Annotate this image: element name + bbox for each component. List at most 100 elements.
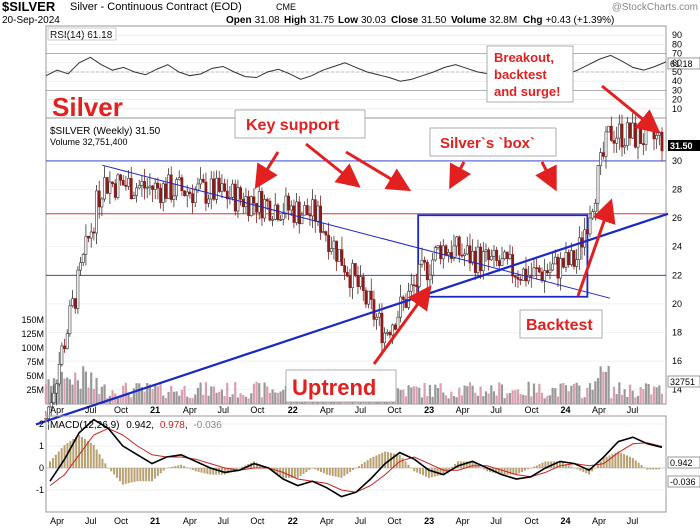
candle-body — [273, 204, 277, 220]
volume-bar — [583, 397, 586, 404]
price-x-label: Oct — [114, 405, 129, 415]
price-tick-label: 28 — [672, 185, 682, 195]
price-x-label: Jul — [218, 405, 230, 415]
price-x-label: Apr — [183, 405, 197, 415]
macd-hist-bar — [468, 461, 471, 468]
candle-body — [153, 182, 157, 190]
macd-hist-bar — [95, 449, 98, 468]
volume-bar — [210, 386, 213, 404]
macd-hist-bar — [637, 462, 640, 468]
volume-bar — [271, 389, 274, 404]
candle-body — [591, 211, 595, 219]
macd-hist-bar — [547, 461, 550, 468]
annotation-arrow — [601, 84, 661, 134]
candle-body — [284, 195, 288, 214]
volume-bar — [503, 398, 506, 404]
macd-hist-bar — [92, 444, 95, 468]
macd-x-label: 22 — [288, 516, 298, 526]
volume-tick-label: 125M — [21, 329, 44, 339]
volume-bar — [92, 388, 95, 404]
candle-body — [231, 183, 234, 198]
volume-bar — [239, 393, 242, 404]
volume-bar — [628, 384, 632, 404]
ohlc-chg: Chg +0.43 (+1.39%) — [523, 15, 614, 26]
macd-x-label: 23 — [424, 516, 434, 526]
box-callout-label: Silver`s `box` — [440, 135, 535, 152]
volume-bar — [436, 387, 440, 404]
volume-bar — [236, 397, 240, 404]
candle-body — [385, 332, 389, 334]
candle-body — [308, 214, 312, 217]
candle-body — [543, 270, 547, 281]
macd-hist-bar — [63, 444, 66, 468]
volume-tick-label: 100M — [21, 343, 44, 353]
ohlc-close: Close 31.50 — [391, 15, 447, 26]
macd-hist-bar — [334, 468, 337, 477]
macd-hist-bar — [75, 436, 78, 468]
candle-body — [191, 193, 194, 203]
macd-hist-bar — [194, 468, 197, 472]
candle-body — [657, 131, 661, 136]
candle-body — [436, 245, 440, 248]
breakout-line-2: backtest — [494, 67, 547, 82]
candle-body — [137, 185, 141, 189]
volume-bar — [100, 386, 103, 404]
macd-hist-bar — [203, 468, 206, 474]
macd-hist-bar — [244, 465, 247, 468]
ohlc-volume: Volume 32.8M — [451, 15, 517, 26]
candle-body — [100, 198, 104, 208]
volume-bar — [564, 385, 568, 404]
macd-hist-bar — [652, 468, 655, 470]
macd-hist-bar — [611, 454, 614, 468]
price-x-label: Jul — [627, 405, 639, 415]
macd-hist-bar — [375, 455, 378, 468]
candle-body — [489, 255, 493, 261]
candle-body — [479, 246, 483, 271]
candle-body — [113, 183, 117, 198]
candle-body — [561, 258, 565, 268]
macd-hist-bar — [255, 462, 258, 468]
candle-body — [47, 406, 50, 419]
ohlc-value: 31.08 — [255, 15, 280, 26]
volume-bar — [658, 385, 661, 404]
volume-bar — [636, 395, 640, 404]
volume-bar — [180, 389, 184, 404]
volume-bar — [634, 397, 637, 404]
candle-body — [601, 152, 605, 157]
candle-body — [625, 122, 629, 147]
volume-bar — [594, 381, 597, 404]
macd-hist-bar — [343, 468, 346, 476]
candle-body — [399, 296, 403, 318]
volume-bar — [199, 382, 202, 404]
ohlc-low: Low 30.03 — [338, 15, 386, 26]
volume-bar — [527, 381, 530, 404]
price-badge-text: 31.50 — [670, 141, 693, 151]
volume-bar — [599, 366, 602, 404]
macd-hist-bar — [430, 468, 433, 478]
volume-bar — [82, 366, 85, 404]
volume-bar — [143, 391, 146, 404]
macd-hist-bar — [422, 468, 425, 476]
candle-body — [217, 177, 221, 192]
macd-x-label: Apr — [320, 516, 334, 526]
candle-body — [396, 316, 400, 330]
volume-bar — [250, 393, 253, 404]
candle-body — [447, 252, 451, 256]
annotation-arrow — [449, 161, 472, 190]
candle-body — [95, 190, 98, 234]
macd-hist-bar — [177, 465, 180, 468]
volume-bar — [604, 371, 608, 404]
volume-bar — [530, 396, 533, 404]
volume-bar — [90, 372, 93, 404]
macd-hist-bar — [162, 468, 165, 471]
volume-bar — [127, 392, 130, 404]
annotation-arrows — [254, 84, 661, 365]
volume-tick-label: 150M — [21, 315, 44, 325]
rsi-tick-label: 80 — [672, 39, 682, 49]
ohlc-value: +0.43 (+1.39%) — [545, 15, 614, 26]
macd-hist-bar — [401, 458, 404, 468]
macd-x-label: Oct — [250, 516, 265, 526]
macd-hist-bar — [419, 468, 422, 474]
candle-body — [463, 253, 467, 256]
price-x-label: Apr — [592, 405, 606, 415]
